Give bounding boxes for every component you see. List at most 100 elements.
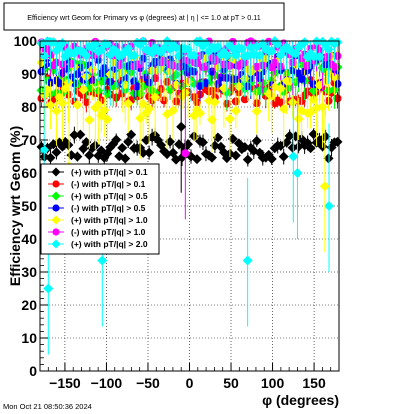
data-point [69,130,80,141]
y-tick-label: 80 [21,99,37,115]
data-point [201,79,210,88]
data-point [123,136,134,147]
legend-entry: (+) with pT/|q| > 0.5 [48,191,148,201]
legend-marker [51,215,61,225]
data-point [330,63,339,72]
data-point [284,130,295,141]
outlier-point-group [324,123,335,272]
data-point [224,113,235,124]
data-point [165,136,176,147]
legend-marker [51,191,61,201]
data-point [287,97,298,108]
outlier-point [292,168,303,178]
outlier-point-group [181,70,190,220]
legend-label: (-) with pT/|q| > 0.1 [71,179,146,189]
data-point [111,134,122,145]
data-point [120,153,131,164]
legend-entry: (+) with pT/|q| > 0.1 [48,167,148,177]
x-axis-label: φ (degrees) [262,392,339,408]
data-point [72,99,83,110]
y-axis-label: Efficiency wrt Geom (%) [7,126,23,286]
data-point [252,62,261,71]
data-point [191,154,202,165]
outlier-point [43,283,54,294]
legend-label: (-) with pT/|q| > 0.5 [71,203,146,213]
data-point [230,105,241,116]
legend-label: (+) with pT/|q| > 0.5 [71,191,148,201]
data-point [75,129,86,140]
data-point [51,105,62,116]
data-point [332,37,343,48]
data-point [57,37,68,48]
data-point [57,141,68,152]
y-tick-label: 40 [21,231,37,247]
legend-marker [52,204,60,212]
x-tick-label: 50 [223,375,239,391]
outlier-point-group [176,44,187,193]
data-point [55,79,64,88]
data-point [201,62,210,71]
data-point [82,98,91,107]
data-point [195,82,204,91]
legend-box [40,163,160,255]
outlier-point [319,181,330,192]
y-tick-label: 0 [29,363,37,379]
legend-label: (+) with pT/|q| > 0.1 [71,167,148,177]
outlier-point [242,255,253,266]
data-point [230,150,241,161]
footer-timestamp: Mon Oct 21 08:50:36 2024 [3,402,92,411]
data-point [242,154,253,165]
data-point [207,67,216,76]
x-tick-label: −150 [49,375,81,391]
outlier-point [176,121,187,132]
x-tick-label: −50 [136,375,160,391]
y-tick-label: 20 [21,297,37,313]
title-box: Efficiency wrt Geom for Primary vs φ (de… [3,2,285,31]
data-point [194,108,205,119]
y-tick-label: 30 [21,264,37,280]
data-point [240,95,249,104]
data-point [63,140,74,151]
data-point [133,82,142,91]
legend-marker [52,228,60,236]
outlier-point [324,201,335,211]
data-point [197,137,208,148]
data-point [84,114,95,125]
data-point [123,98,134,109]
y-tick-label: 10 [21,330,37,346]
axes: −150 −100 −50 0 50 100 150 0 10 20 30 40 50 60 70 80 90 1… [14,33,332,391]
y-tick-label: 60 [21,165,37,181]
data-point [57,98,68,109]
legend-entry: (-) with pT/|q| > 0.5 [48,203,146,213]
data-point [72,151,83,162]
legend-label: (-) with pT/|q| > 1.0 [71,227,146,237]
legend-label: (+) with pT/|q| > 2.0 [71,239,148,249]
data-point [102,114,113,125]
outlier-point [39,144,50,155]
series-group [36,126,343,167]
chart-title: Efficiency wrt Geom for Primary vs φ (de… [27,13,261,22]
data-point [270,58,279,67]
x-tick-label: −100 [91,375,123,391]
data-point [293,113,304,124]
data-point [144,147,155,158]
data-point [144,103,155,114]
data-point [251,135,262,146]
legend-marker [51,239,61,249]
outlier-point [97,255,108,266]
data-point [51,147,62,158]
y-tick-label: 50 [21,198,37,214]
legend: (+) with pT/|q| > 0.1 (-) with pT/|q| > 0… [40,163,160,255]
data-point [297,74,306,83]
legend-entry: (+) with pT/|q| > 1.0 [48,215,148,225]
legend-marker [51,167,61,177]
outlier-point [288,151,299,162]
data-series [36,36,343,355]
data-point [45,100,56,111]
outlier-point-group [319,103,330,253]
outlier-point-group [288,74,299,223]
data-point [239,142,250,153]
x-tick-label: 100 [261,375,285,391]
data-point [305,143,316,154]
data-point [212,132,223,143]
